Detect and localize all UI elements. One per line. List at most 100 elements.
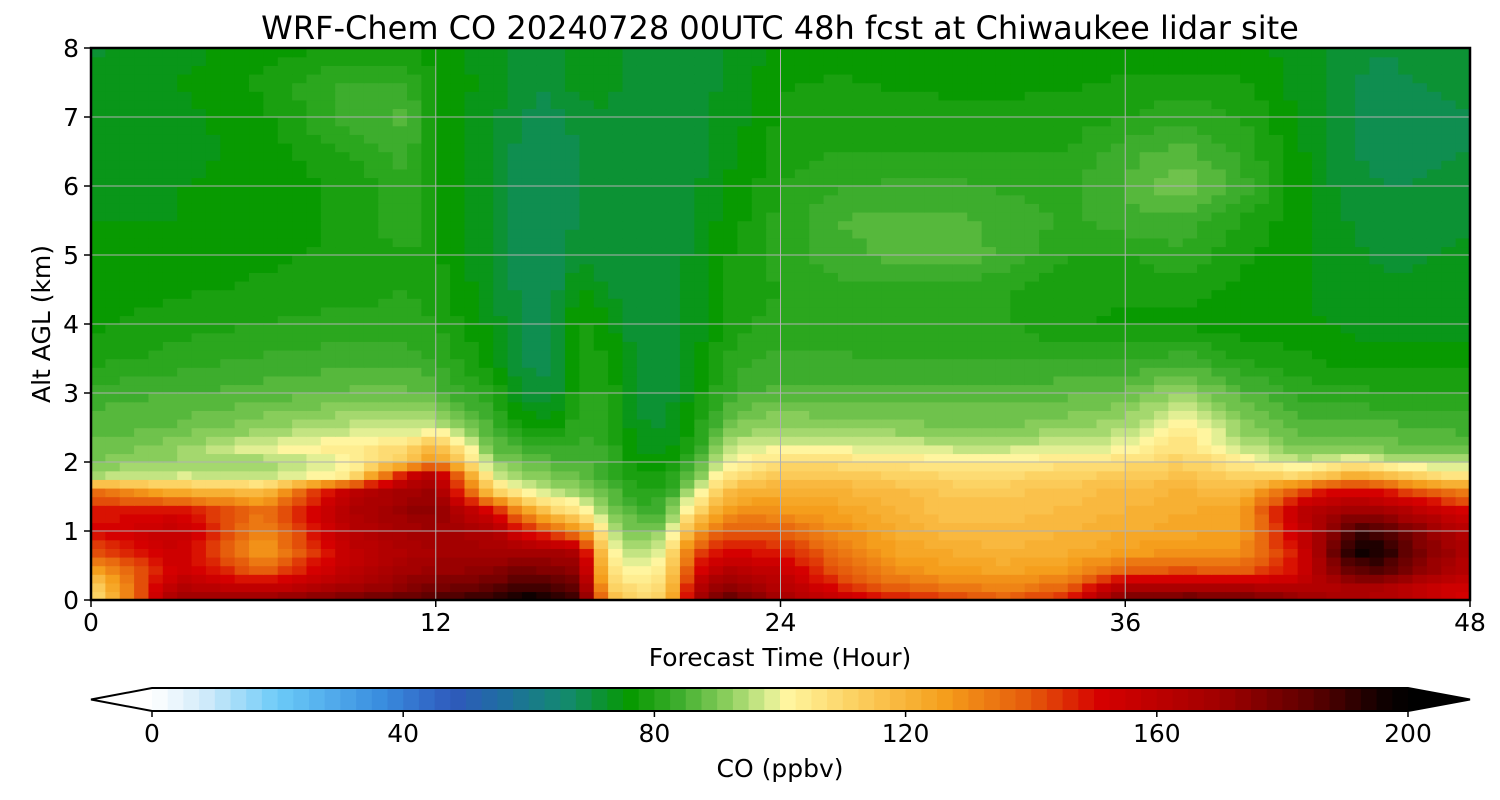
heatmap-cell: [1082, 539, 1098, 549]
heatmap-cell: [593, 531, 609, 541]
heatmap-cell: [1024, 237, 1040, 248]
heatmap-cell: [234, 255, 250, 265]
heatmap-cell: [823, 220, 839, 230]
heatmap-cell: [1240, 436, 1256, 446]
heatmap-cell: [1340, 462, 1356, 472]
heatmap-cell: [565, 263, 581, 273]
heatmap-cell: [794, 582, 810, 593]
heatmap-cell: [1125, 237, 1141, 248]
heatmap-cell: [579, 255, 595, 265]
heatmap-cell: [249, 211, 265, 222]
heatmap-cell: [694, 151, 710, 161]
heatmap-cell: [1182, 255, 1198, 265]
heatmap-cell: [1340, 177, 1356, 187]
heatmap-cell: [1355, 229, 1371, 239]
heatmap-cell: [1053, 401, 1069, 411]
heatmap-cell: [1355, 177, 1371, 187]
heatmap-cell: [636, 306, 652, 317]
heatmap-cell: [1441, 263, 1457, 273]
heatmap-cell: [507, 453, 523, 463]
heatmap-cell: [148, 556, 164, 567]
heatmap-cell: [981, 436, 997, 446]
heatmap-cell: [866, 531, 882, 541]
heatmap-cell: [191, 272, 207, 282]
heatmap-cell: [1455, 332, 1471, 342]
heatmap-cell: [1139, 513, 1155, 524]
heatmap-cell: [191, 479, 207, 489]
heatmap-cell: [277, 220, 293, 230]
heatmap-cell: [1369, 186, 1385, 196]
heatmap-cell: [1225, 246, 1241, 256]
heatmap-cell: [794, 496, 810, 506]
heatmap-cell: [737, 367, 753, 377]
heatmap-cell: [1110, 582, 1126, 593]
heatmap-cell: [780, 375, 796, 386]
heatmap-cell: [1024, 263, 1040, 273]
heatmap-cell: [737, 556, 753, 567]
heatmap-cell: [909, 246, 925, 256]
heatmap-cell: [407, 315, 423, 325]
heatmap-cell: [320, 298, 336, 308]
heatmap-cell: [1369, 531, 1385, 541]
heatmap-cell: [1039, 513, 1055, 524]
heatmap-cell: [1225, 522, 1241, 532]
heatmap-cell: [134, 211, 150, 222]
heatmap-cell: [924, 220, 940, 230]
heatmap-cell: [780, 324, 796, 334]
heatmap-cell: [766, 324, 782, 334]
heatmap-cell: [1053, 582, 1069, 593]
heatmap-cell: [866, 548, 882, 558]
heatmap-cell: [105, 401, 121, 411]
heatmap-cell: [809, 151, 825, 161]
heatmap-cell: [105, 358, 121, 368]
heatmap-cell: [823, 470, 839, 480]
heatmap-cell: [967, 582, 983, 593]
heatmap-cell: [134, 272, 150, 282]
heatmap-cell: [1110, 246, 1126, 256]
heatmap-cell: [263, 556, 279, 567]
heatmap-cell: [565, 582, 581, 593]
heatmap-cell: [292, 203, 308, 213]
heatmap-cell: [694, 513, 710, 524]
heatmap-cell: [794, 237, 810, 248]
heatmap-cell: [450, 539, 466, 549]
heatmap-cell: [723, 298, 739, 308]
heatmap-cell: [335, 556, 351, 567]
heatmap-cell: [766, 410, 782, 420]
heatmap-cell: [579, 160, 595, 170]
heatmap-cell: [148, 513, 164, 524]
heatmap-cell: [378, 229, 394, 239]
heatmap-cell: [292, 522, 308, 532]
heatmap-cell: [651, 384, 667, 394]
heatmap-cell: [435, 151, 451, 161]
heatmap-cell: [234, 349, 250, 360]
heatmap-cell: [1153, 505, 1170, 515]
heatmap-cell: [651, 496, 667, 506]
heatmap-cell: [1110, 427, 1126, 437]
heatmap-cell: [1153, 315, 1170, 325]
heatmap-cell: [392, 272, 408, 282]
heatmap-cell: [134, 306, 150, 317]
heatmap-cell: [550, 255, 566, 265]
heatmap-cell: [335, 479, 351, 489]
heatmap-cell: [378, 255, 394, 265]
heatmap-cell: [837, 548, 854, 558]
heatmap-cell: [780, 289, 796, 299]
heatmap-cell: [679, 401, 696, 411]
heatmap-cell: [1211, 229, 1227, 239]
heatmap-cell: [1283, 427, 1299, 437]
heatmap-cell: [737, 237, 753, 248]
heatmap-cell: [1340, 384, 1356, 394]
heatmap-cell: [751, 479, 767, 489]
heatmap-cell: [1297, 341, 1313, 351]
heatmap-cell: [1039, 556, 1055, 567]
heatmap-cell: [292, 246, 308, 256]
heatmap-cell: [220, 574, 236, 584]
heatmap-cell: [478, 289, 494, 299]
heatmap-cell: [1225, 186, 1241, 196]
heatmap-cell: [1441, 280, 1457, 291]
heatmap-cell: [766, 453, 782, 463]
heatmap-cell: [751, 324, 767, 334]
heatmap-cell: [809, 160, 825, 170]
heatmap-cell: [895, 505, 911, 515]
